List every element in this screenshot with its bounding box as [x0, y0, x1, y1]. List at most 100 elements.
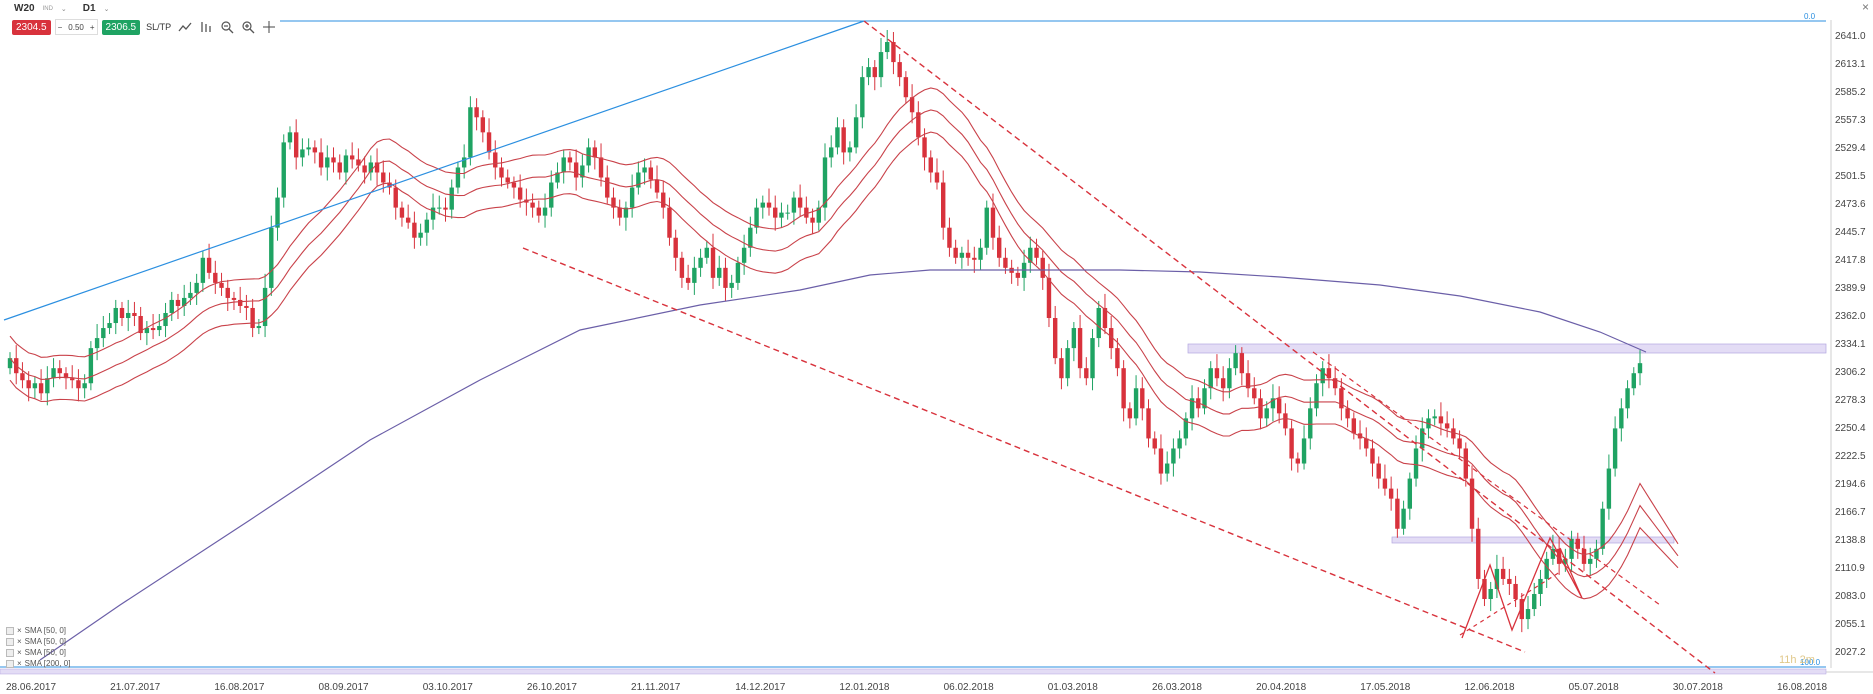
legend-toggle-icon[interactable]	[6, 648, 14, 657]
candle-body	[293, 132, 299, 158]
legend-close-icon[interactable]: ×	[17, 626, 22, 635]
legend-item-sma-2[interactable]: × SMA [50, 0]	[6, 636, 70, 647]
candle-body	[605, 177, 610, 198]
legend-close-icon[interactable]: ×	[17, 637, 22, 646]
candle-body	[1202, 388, 1207, 409]
candle-body	[119, 307, 125, 319]
candle-body	[1028, 247, 1033, 263]
legend-toggle-icon[interactable]	[6, 637, 14, 646]
legend-close-icon[interactable]: ×	[17, 659, 22, 668]
candle-body	[331, 157, 336, 163]
legend-toggle-icon[interactable]	[6, 626, 14, 635]
candle-body	[1388, 488, 1394, 499]
y-tick-label: 2473.6	[1835, 199, 1866, 210]
candle-body	[1631, 373, 1636, 389]
close-icon[interactable]: ×	[1861, 0, 1869, 14]
candle-body	[1351, 418, 1357, 434]
candle-body	[1189, 398, 1195, 419]
candle-body	[1544, 558, 1549, 579]
timeframe-dropdown-icon[interactable]: ⌄	[103, 5, 110, 13]
candle-body	[573, 162, 579, 178]
crosshair-icon[interactable]	[262, 20, 276, 34]
candle-body	[891, 42, 896, 63]
lot-size-value[interactable]: 0.50	[68, 22, 84, 32]
candle-body	[1600, 508, 1605, 549]
zoom-out-icon[interactable]	[220, 20, 234, 34]
y-tick-label: 2250.4	[1835, 423, 1866, 434]
candle-body	[1276, 398, 1282, 414]
candle-body	[710, 247, 716, 278]
legend-item-sma-200[interactable]: × SMA [200, 0]	[6, 658, 70, 669]
candle-body	[399, 207, 405, 218]
x-tick-label: 21.07.2017	[110, 682, 160, 693]
candle-body	[984, 207, 989, 248]
candle-body	[996, 237, 1002, 258]
candle-body	[667, 207, 672, 238]
candle-body	[922, 137, 927, 158]
uptrend-line	[3, 20, 865, 321]
candle-body	[885, 42, 890, 53]
candle-body	[592, 147, 598, 158]
candle-body	[1301, 438, 1307, 464]
fib-label-bottom: 100.0	[1800, 658, 1821, 667]
candle-body	[779, 212, 784, 218]
timeframe[interactable]: D1	[82, 3, 96, 14]
x-tick-label: 30.07.2018	[1673, 682, 1723, 693]
symbol-name[interactable]: W20	[14, 3, 35, 14]
sell-button[interactable]: 2304.5	[12, 19, 51, 35]
lot-decrease-icon[interactable]: −	[57, 22, 63, 32]
y-tick-label: 2445.7	[1835, 227, 1866, 238]
y-tick-label: 2055.1	[1835, 619, 1866, 630]
y-tick-label: 2417.8	[1835, 255, 1866, 266]
buy-button[interactable]: 2306.5	[101, 19, 141, 35]
candle-body	[623, 207, 629, 218]
legend-close-icon[interactable]: ×	[17, 648, 22, 657]
candle-body	[356, 159, 361, 166]
candle-body	[381, 172, 386, 183]
candle-body	[287, 132, 293, 143]
lot-size-stepper[interactable]: − 0.50 +	[54, 19, 98, 35]
y-tick-label: 2166.7	[1835, 507, 1866, 518]
legend-item-sma-1[interactable]: × SMA [50, 0]	[6, 625, 70, 636]
symbol-dropdown-icon[interactable]: ⌄	[60, 5, 67, 13]
legend-toggle-icon[interactable]	[6, 659, 14, 668]
x-tick-label: 14.12.2017	[735, 682, 785, 693]
candle-body	[810, 217, 815, 223]
candle-body	[1171, 448, 1176, 464]
candle-body	[418, 232, 423, 238]
candle-body	[679, 257, 685, 278]
candle-body	[1500, 568, 1506, 579]
candle-body	[1102, 307, 1108, 329]
legend-item-sma-3[interactable]: × SMA [50, 0]	[6, 647, 70, 658]
candle-body	[1420, 428, 1425, 449]
line-chart-icon[interactable]	[178, 20, 192, 34]
candle-body	[1407, 478, 1413, 509]
candle-body	[1289, 428, 1294, 459]
candle-body	[741, 247, 747, 263]
candle-body	[872, 67, 877, 78]
candle-body	[941, 182, 946, 228]
candle-body	[1451, 428, 1456, 439]
candle-body	[766, 202, 772, 208]
indicators-icon[interactable]	[199, 20, 213, 34]
candle-body	[1003, 257, 1008, 268]
y-tick-label: 2501.5	[1835, 171, 1866, 182]
candle-body	[586, 147, 591, 166]
bottom-band	[0, 668, 1827, 675]
y-tick-label: 2529.4	[1835, 143, 1866, 154]
candle-body	[1220, 378, 1226, 389]
candle-body	[797, 197, 803, 208]
sltp-button[interactable]: SL/TP	[146, 22, 172, 32]
candle-body	[1071, 328, 1077, 349]
candle-body	[281, 142, 286, 198]
zoom-in-icon[interactable]	[241, 20, 255, 34]
candle-body	[916, 112, 921, 138]
candle-body	[101, 328, 106, 339]
candle-body	[580, 165, 585, 178]
candle-body	[250, 307, 255, 329]
candle-body	[698, 257, 703, 268]
candle-body	[1401, 508, 1406, 529]
lot-increase-icon[interactable]: +	[89, 22, 95, 32]
candle-body	[860, 77, 865, 118]
